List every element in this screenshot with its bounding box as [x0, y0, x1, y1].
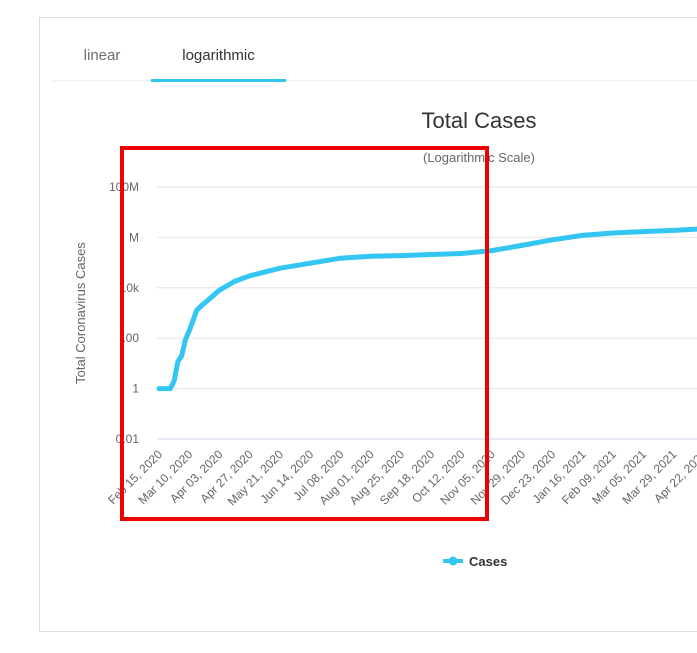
- y-tick-label: 1: [132, 382, 139, 396]
- y-axis-label: Total Coronavirus Cases: [73, 242, 88, 384]
- y-tick-label: M: [129, 230, 139, 244]
- y-axis-ticks: 0.01 1 100 10k M 100M: [109, 180, 140, 446]
- chart-card: [39, 17, 697, 632]
- tab-logarithmic[interactable]: logarithmic: [151, 36, 286, 82]
- chart-title: Total Cases: [422, 108, 537, 133]
- chart-subtitle: (Logarithmic Scale): [423, 150, 535, 165]
- legend-cases[interactable]: Cases: [469, 554, 507, 569]
- y-tick-label: 10k: [120, 281, 140, 295]
- legend[interactable]: Cases: [443, 554, 507, 569]
- scale-tabs: linear logarithmic: [53, 36, 697, 82]
- y-tick-label: 100: [119, 331, 139, 345]
- y-tick-label: 0.01: [116, 432, 140, 446]
- y-tick-label: 100M: [109, 180, 139, 194]
- series-layer: [156, 226, 697, 392]
- legend-series-marker: [448, 556, 458, 566]
- grid-lines: [157, 186, 697, 390]
- tab-linear[interactable]: linear: [83, 47, 121, 64]
- series-line-cases[interactable]: [156, 226, 697, 392]
